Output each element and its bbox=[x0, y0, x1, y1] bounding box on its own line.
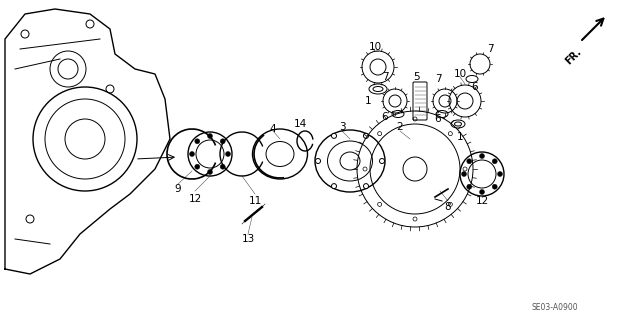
Text: 12: 12 bbox=[188, 194, 202, 204]
Text: SE03-A0900: SE03-A0900 bbox=[532, 302, 579, 311]
Text: 6: 6 bbox=[472, 82, 478, 92]
Circle shape bbox=[207, 169, 212, 174]
Text: 12: 12 bbox=[476, 196, 488, 206]
Text: 2: 2 bbox=[397, 122, 403, 132]
Circle shape bbox=[364, 184, 369, 189]
Circle shape bbox=[332, 133, 337, 138]
Circle shape bbox=[207, 133, 212, 138]
Circle shape bbox=[380, 159, 385, 164]
Circle shape bbox=[332, 184, 337, 189]
Circle shape bbox=[220, 139, 225, 144]
Circle shape bbox=[479, 189, 484, 195]
Text: 4: 4 bbox=[269, 124, 276, 134]
Text: 5: 5 bbox=[413, 72, 420, 82]
Circle shape bbox=[449, 132, 452, 136]
Text: 8: 8 bbox=[445, 202, 451, 212]
Circle shape bbox=[189, 152, 195, 157]
Circle shape bbox=[378, 202, 381, 206]
Circle shape bbox=[479, 153, 484, 159]
Circle shape bbox=[463, 167, 467, 171]
Circle shape bbox=[364, 133, 369, 138]
Text: 7: 7 bbox=[381, 72, 388, 82]
Circle shape bbox=[467, 184, 472, 189]
Text: 3: 3 bbox=[339, 122, 346, 132]
Circle shape bbox=[461, 172, 467, 176]
Circle shape bbox=[195, 139, 200, 144]
Circle shape bbox=[225, 152, 230, 157]
Circle shape bbox=[195, 164, 200, 169]
Text: FR.: FR. bbox=[563, 47, 583, 67]
Circle shape bbox=[492, 159, 497, 164]
Circle shape bbox=[378, 132, 381, 136]
Circle shape bbox=[413, 117, 417, 121]
Text: 10: 10 bbox=[453, 69, 467, 79]
Text: 9: 9 bbox=[175, 184, 181, 194]
Text: 13: 13 bbox=[241, 234, 255, 244]
Text: 6: 6 bbox=[381, 112, 388, 122]
Text: 7: 7 bbox=[486, 44, 493, 54]
Circle shape bbox=[492, 184, 497, 189]
Text: 11: 11 bbox=[248, 196, 262, 206]
Text: 7: 7 bbox=[435, 74, 442, 84]
Text: 6: 6 bbox=[435, 114, 442, 124]
Circle shape bbox=[316, 159, 321, 164]
Circle shape bbox=[363, 167, 367, 171]
Text: 10: 10 bbox=[369, 42, 381, 52]
Circle shape bbox=[497, 172, 502, 176]
Text: 1: 1 bbox=[457, 132, 463, 142]
Text: 1: 1 bbox=[365, 96, 371, 106]
Circle shape bbox=[467, 159, 472, 164]
Circle shape bbox=[220, 164, 225, 169]
Text: 14: 14 bbox=[293, 119, 307, 129]
Circle shape bbox=[449, 202, 452, 206]
Circle shape bbox=[413, 217, 417, 221]
